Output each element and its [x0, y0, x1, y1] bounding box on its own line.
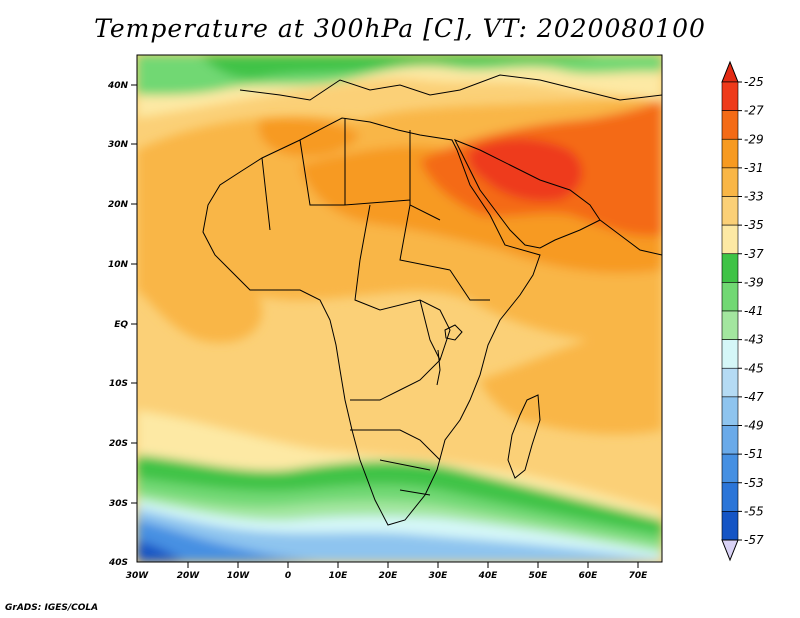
- colorbar-low-arrow: [721, 539, 739, 562]
- lat-label: 10N: [108, 260, 129, 270]
- land-outlines: [202, 74, 662, 526]
- colorbar-label: -39: [744, 275, 764, 289]
- colorbar-swatch: [721, 453, 739, 484]
- lat-label: 30S: [109, 499, 128, 509]
- borders-south: [350, 429, 441, 496]
- colorbar-label: -35: [744, 218, 764, 232]
- lat-label: 20S: [109, 439, 128, 449]
- colorbar-swatch: [721, 138, 739, 169]
- colorbar-label: -47: [744, 390, 764, 404]
- colorbar-swatch: [721, 81, 739, 111]
- colorbar-swatch: [721, 110, 739, 140]
- contour-band-core: [468, 138, 583, 202]
- lon-label: 30E: [429, 571, 449, 581]
- contour-band-south-6: [137, 508, 662, 562]
- contour-band-hot-west: [258, 118, 360, 157]
- colorbar-label: -45: [744, 361, 764, 375]
- contour-band-warm-west: [137, 200, 262, 343]
- lat-label: 30N: [108, 140, 129, 150]
- lon-label: 10W: [227, 571, 251, 581]
- contour-band-south-8: [137, 540, 185, 562]
- colorbar-label: -43: [744, 333, 764, 347]
- lon-label: 60E: [579, 571, 599, 581]
- colorbar-swatch: [721, 367, 739, 398]
- colorbar-swatch: [721, 425, 739, 455]
- map-plot: [137, 55, 662, 562]
- lat-label: 10S: [109, 379, 128, 389]
- colorbar-high-arrow: [721, 60, 739, 83]
- colorbar-label: -55: [744, 504, 764, 518]
- lon-label: 20W: [177, 571, 201, 581]
- lat-label: EQ: [114, 320, 128, 330]
- lon-label: 30W: [126, 571, 150, 581]
- colorbar-label: -41: [744, 304, 764, 318]
- lon-label: 10E: [329, 571, 349, 581]
- colorbar-label: -57: [744, 533, 764, 547]
- map-frame: [136, 54, 663, 563]
- lon-label: 20E: [379, 571, 399, 581]
- colorbar-label: -51: [744, 447, 764, 461]
- map-title: Temperature at 300hPa [C], VT: 202008010…: [94, 14, 706, 43]
- colorbar-label: -29: [744, 132, 764, 146]
- lake-tanganyika: [436, 349, 441, 386]
- contour-band-north-green2: [200, 55, 600, 79]
- colorbar-swatch: [721, 396, 739, 426]
- colorbar-swatch: [721, 282, 739, 312]
- africa-coastline: [202, 117, 541, 526]
- colorbar-label: -53: [744, 476, 764, 490]
- lake-victoria: [444, 324, 463, 341]
- contour-band-warm-east: [480, 320, 662, 435]
- lat-axis: 40N 30N 20N 10N EQ 10S 20S 30S 40S: [107, 81, 137, 568]
- colorbar-label: -33: [744, 190, 764, 204]
- colorbar-label: -27: [744, 104, 764, 118]
- grads-credit: GrADS: IGES/COLA: [5, 603, 99, 613]
- asia-coast: [599, 219, 662, 256]
- lon-label: 70E: [629, 571, 649, 581]
- colorbar-swatch: [721, 310, 739, 340]
- temperature-contours: [137, 55, 662, 562]
- lat-label: 40N: [107, 81, 129, 91]
- lat-label: 20N: [108, 200, 129, 210]
- colorbar-swatch: [721, 253, 739, 283]
- lon-label: 50E: [529, 571, 549, 581]
- lon-axis: 30W 20W 10W 0 10E 20E 30E 40E 50E 60E 70…: [126, 562, 648, 581]
- colorbar: -25 -27 -29 -31 -33 -35 -37 -39 -41 -43 -45 -47 -49 -…: [721, 60, 764, 562]
- lon-label: 0: [285, 571, 291, 581]
- colorbar-label: -49: [744, 419, 764, 433]
- lon-label: 40E: [478, 571, 499, 581]
- europe-south: [239, 74, 662, 101]
- colorbar-swatch: [721, 196, 739, 226]
- colorbar-swatch: [721, 224, 739, 255]
- colorbar-swatch: [721, 511, 739, 541]
- colorbar-label: -37: [744, 247, 764, 261]
- colorbar-label: -25: [744, 75, 764, 89]
- borders-north: [261, 118, 490, 301]
- colorbar-label: -31: [744, 161, 764, 175]
- borders-central: [350, 259, 451, 401]
- colorbar-swatch: [721, 482, 739, 512]
- colorbar-swatch: [721, 339, 739, 369]
- contour-band-south-7: [137, 520, 320, 562]
- arabia: [453, 139, 601, 249]
- madagascar: [507, 394, 541, 479]
- colorbar-swatch: [721, 167, 739, 197]
- lat-label: 40S: [108, 558, 128, 568]
